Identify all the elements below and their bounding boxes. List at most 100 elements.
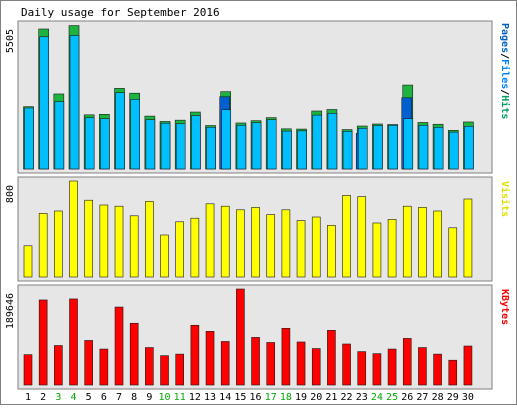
visits-bar bbox=[311, 216, 321, 278]
files-bar bbox=[54, 101, 65, 170]
visits-bar bbox=[342, 195, 351, 278]
kbytes-bar bbox=[23, 354, 33, 386]
legend-slash-2: / bbox=[499, 89, 510, 95]
x-tick-label: 27 bbox=[416, 392, 428, 403]
visits-bar bbox=[433, 210, 442, 278]
x-tick-label: 28 bbox=[432, 392, 444, 403]
legend-hits: Hits bbox=[499, 95, 511, 119]
x-tick-label: 23 bbox=[356, 392, 368, 403]
kbytes-bar bbox=[145, 347, 154, 386]
kbytes-bar bbox=[311, 348, 321, 386]
visits-bar bbox=[372, 222, 382, 278]
x-tick-label: 7 bbox=[116, 392, 122, 403]
kbytes-bar bbox=[402, 338, 412, 386]
files-bar bbox=[100, 118, 110, 170]
kbytes-bar bbox=[463, 345, 473, 386]
visits-bar bbox=[145, 201, 154, 278]
x-tick-label: 26 bbox=[401, 392, 413, 403]
kbytes-bar bbox=[418, 347, 427, 386]
files-bar bbox=[418, 124, 429, 170]
x-axis-labels: 1 2 3 4 5 6 7 8 9 10 11 12 13 14 15 16 17 18 19 20 21 22 23 24 2… bbox=[25, 392, 474, 403]
legend-slash-1: / bbox=[499, 53, 510, 59]
x-tick-label: 8 bbox=[131, 392, 137, 403]
x-tick-label: 2 bbox=[40, 392, 46, 403]
legend-visits: Visits bbox=[499, 181, 511, 217]
kbytes-bar bbox=[160, 355, 169, 386]
hits-legend: Pages/Files/Hits bbox=[499, 23, 511, 119]
files-bar bbox=[297, 130, 307, 170]
files-bar bbox=[84, 117, 95, 170]
files-bar bbox=[39, 36, 49, 170]
kbytes-bar bbox=[342, 343, 351, 386]
hits-ytick: 5505 bbox=[5, 29, 16, 53]
visits-bar bbox=[418, 207, 427, 278]
x-tick-label: 24 bbox=[371, 392, 383, 403]
x-tick-label: 6 bbox=[101, 392, 107, 403]
files-bar bbox=[160, 122, 171, 170]
visits-bar bbox=[160, 234, 169, 278]
x-tick-label: 10 bbox=[159, 392, 171, 403]
files-bar bbox=[342, 131, 353, 170]
legend-files: Files bbox=[499, 59, 511, 89]
files-bar bbox=[373, 125, 383, 170]
visits-bar bbox=[281, 209, 291, 278]
kbytes-bar bbox=[175, 353, 184, 386]
x-tick-label: 12 bbox=[189, 392, 201, 403]
kbytes-bar bbox=[99, 348, 109, 386]
visits-bar bbox=[387, 219, 397, 278]
kbytes-ytick: 189646 bbox=[5, 293, 16, 329]
x-tick-label: 15 bbox=[234, 392, 246, 403]
kbytes-bar bbox=[84, 340, 93, 386]
files-bar bbox=[130, 99, 140, 170]
kbytes-bar bbox=[387, 348, 397, 386]
files-bar bbox=[312, 114, 323, 170]
x-tick-label: 1 bbox=[25, 392, 31, 403]
x-tick-label: 22 bbox=[341, 392, 353, 403]
kbytes-bar bbox=[296, 341, 306, 386]
kbytes-bar bbox=[114, 306, 124, 386]
files-bar bbox=[115, 92, 125, 170]
files-bar bbox=[191, 115, 201, 170]
x-tick-label: 19 bbox=[295, 392, 307, 403]
x-tick-label: 9 bbox=[146, 392, 152, 403]
visits-bar bbox=[175, 221, 184, 278]
x-tick-label: 4 bbox=[70, 392, 76, 403]
kbytes-bar bbox=[38, 299, 48, 386]
visits-bar bbox=[38, 213, 48, 278]
visits-bar bbox=[129, 215, 139, 278]
legend-kbytes: KBytes bbox=[499, 289, 510, 325]
x-tick-label: 5 bbox=[86, 392, 92, 403]
kbytes-bar bbox=[236, 288, 245, 386]
kbytes-bar bbox=[129, 322, 139, 386]
kbytes-bar bbox=[220, 341, 230, 386]
kbytes-panel bbox=[17, 284, 493, 390]
visits-bar bbox=[54, 210, 63, 278]
visits-bar bbox=[402, 205, 412, 278]
files-bar bbox=[24, 107, 34, 170]
visits-bar bbox=[190, 217, 200, 278]
x-tick-label: 17 bbox=[265, 392, 277, 403]
visits-bar bbox=[327, 225, 336, 278]
visits-bar bbox=[296, 220, 306, 278]
visits-bar bbox=[357, 196, 367, 278]
files-bar bbox=[448, 131, 459, 170]
files-bar bbox=[403, 118, 414, 170]
files-bar bbox=[69, 35, 80, 170]
visits-bar bbox=[448, 227, 458, 278]
x-tick-label: 11 bbox=[174, 392, 186, 403]
kbytes-bar bbox=[251, 337, 260, 386]
kbytes-bar bbox=[433, 353, 442, 386]
files-bar bbox=[464, 125, 474, 170]
x-tick-label: 18 bbox=[280, 392, 292, 403]
visits-bar bbox=[114, 205, 124, 278]
visits-bar bbox=[220, 205, 230, 278]
visits-bar bbox=[266, 214, 276, 278]
files-bar bbox=[145, 119, 156, 170]
visits-bar bbox=[99, 204, 109, 278]
files-bar bbox=[357, 128, 368, 170]
files-bar bbox=[282, 130, 292, 170]
kbytes-bar bbox=[266, 342, 276, 386]
kbytes-bar bbox=[281, 327, 291, 386]
kbytes-bar bbox=[372, 353, 382, 386]
